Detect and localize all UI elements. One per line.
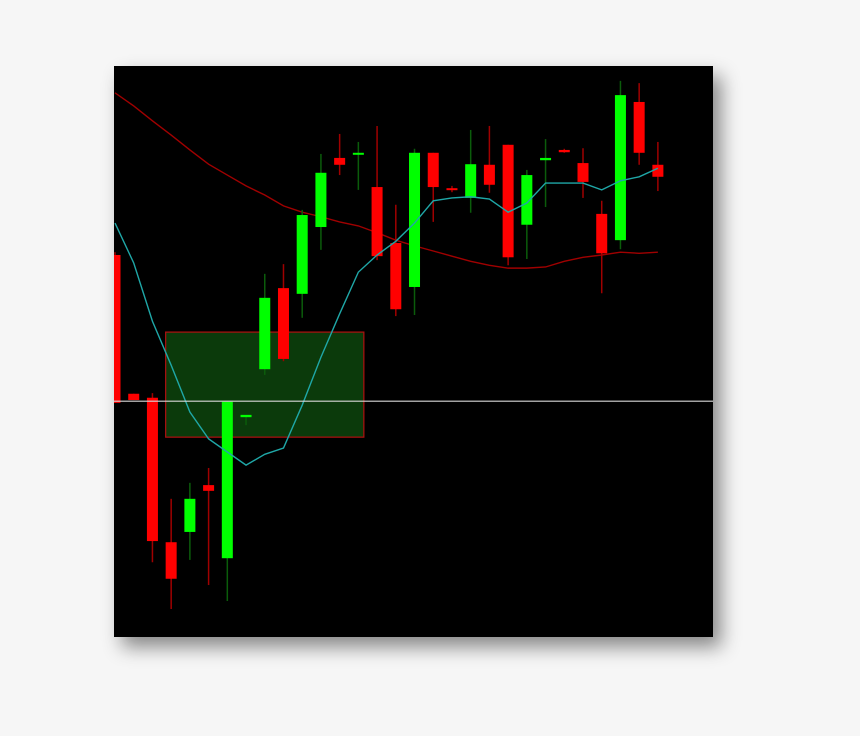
candle-body	[371, 187, 383, 257]
candle-body	[633, 101, 645, 153]
candle-28	[614, 80, 626, 250]
candle-body	[221, 401, 233, 559]
candle-body	[409, 152, 421, 287]
candle-body	[577, 163, 589, 182]
candle-body	[203, 485, 215, 491]
candle-26	[577, 148, 589, 198]
candle-body	[165, 542, 177, 579]
candle-11	[296, 209, 308, 318]
candle-body	[502, 144, 514, 258]
candle-body	[483, 164, 495, 185]
candle-body	[540, 157, 552, 161]
candle-body	[652, 164, 664, 177]
candle-body	[146, 397, 158, 542]
candle-6	[203, 467, 215, 586]
candle-19	[446, 185, 458, 193]
candle-3	[146, 393, 158, 563]
candle-body	[465, 164, 477, 198]
candle-body	[259, 297, 271, 370]
candle-22	[502, 144, 514, 266]
candle-25	[558, 148, 570, 153]
candle-20	[465, 129, 477, 213]
candle-body	[315, 172, 327, 228]
candle-body	[521, 175, 533, 225]
candle-18	[427, 152, 439, 222]
candle-7	[221, 401, 233, 602]
candle-body	[334, 157, 346, 165]
candle-12	[315, 153, 327, 250]
candle-body	[184, 498, 196, 532]
candle-body	[614, 95, 626, 241]
candle-body	[558, 149, 570, 153]
candle-body	[390, 243, 402, 310]
candle-10	[277, 264, 289, 362]
candle-body	[446, 188, 458, 191]
candle-17	[409, 148, 421, 315]
candle-4	[165, 498, 177, 610]
candle-body	[296, 215, 308, 294]
candle-1	[114, 252, 121, 403]
chart-canvas	[114, 80, 713, 610]
candle-body	[352, 152, 364, 155]
candle-body	[240, 414, 252, 418]
candle-body	[427, 152, 439, 188]
fast-moving-average-line	[114, 167, 659, 466]
candle-body	[277, 288, 289, 359]
candle-13	[334, 133, 346, 176]
candle-9	[259, 273, 271, 375]
candle-27	[596, 200, 608, 294]
candle-body	[128, 393, 140, 401]
slow-moving-average-line	[114, 92, 658, 269]
candle-8	[240, 414, 252, 426]
candle-15	[371, 125, 383, 261]
candle-2	[128, 393, 140, 401]
candle-16	[390, 204, 402, 317]
candle-14	[352, 141, 364, 190]
candle-30	[652, 141, 664, 192]
candle-body	[596, 213, 608, 254]
candlestick-chart	[114, 66, 713, 637]
candle-21	[483, 125, 495, 193]
candle-5	[184, 482, 196, 560]
candle-24	[540, 139, 552, 208]
candle-23	[521, 169, 533, 259]
candle-body	[114, 255, 121, 403]
candle-29	[633, 83, 645, 165]
